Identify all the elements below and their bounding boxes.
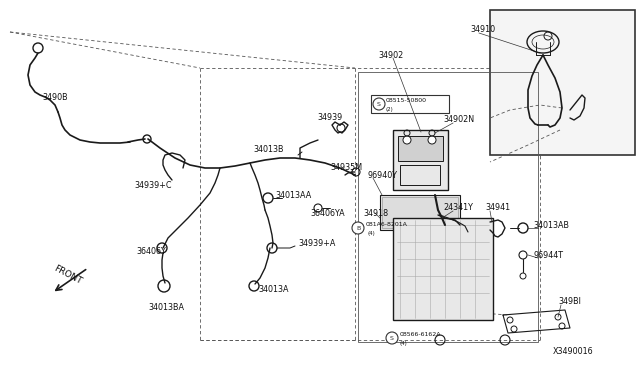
Circle shape [428, 136, 436, 144]
Circle shape [403, 136, 411, 144]
Text: FRONT: FRONT [52, 264, 84, 286]
Text: S: S [377, 102, 381, 107]
Text: X3490016: X3490016 [553, 347, 594, 356]
Text: 34013AB: 34013AB [533, 221, 569, 230]
Bar [490, 10, 635, 155]
Text: 34013A: 34013A [258, 285, 289, 295]
Text: (4): (4) [400, 340, 408, 346]
Text: 081A6-8201A: 081A6-8201A [366, 222, 408, 228]
Bar [380, 195, 460, 230]
Text: 96944T: 96944T [533, 250, 563, 260]
Text: 08566-6162A: 08566-6162A [400, 333, 442, 337]
Text: (4): (4) [368, 231, 376, 235]
Text: 34939: 34939 [317, 113, 342, 122]
Bar [400, 165, 440, 185]
Text: 349BI: 349BI [558, 298, 581, 307]
Text: 34941: 34941 [485, 203, 510, 212]
Bar [371, 95, 449, 113]
Text: 34902: 34902 [378, 51, 403, 60]
Text: 34910: 34910 [470, 26, 495, 35]
Circle shape [386, 332, 398, 344]
Text: 34013B: 34013B [253, 145, 284, 154]
Bar [393, 218, 493, 320]
Text: 34935M: 34935M [330, 164, 362, 173]
Text: 34939+A: 34939+A [298, 238, 335, 247]
Text: S: S [390, 336, 394, 341]
Text: 08515-50800: 08515-50800 [386, 99, 427, 103]
Text: 34013AA: 34013AA [275, 190, 311, 199]
Text: 34939+C: 34939+C [134, 180, 172, 189]
Text: 34918: 34918 [363, 208, 388, 218]
Bar [358, 72, 538, 342]
Text: 3490B: 3490B [42, 93, 68, 102]
Text: 24341Y: 24341Y [443, 203, 473, 212]
Circle shape [352, 222, 364, 234]
Bar [382, 197, 458, 228]
Text: B: B [356, 226, 360, 231]
Text: (2): (2) [386, 106, 394, 112]
Text: 34902N: 34902N [443, 115, 474, 125]
Text: 96940Y: 96940Y [368, 170, 398, 180]
Text: 36406Y: 36406Y [136, 247, 166, 257]
Text: 36406YA: 36406YA [310, 208, 344, 218]
Bar [398, 136, 443, 161]
Text: 34013BA: 34013BA [148, 304, 184, 312]
Bar [393, 130, 448, 190]
Circle shape [373, 98, 385, 110]
